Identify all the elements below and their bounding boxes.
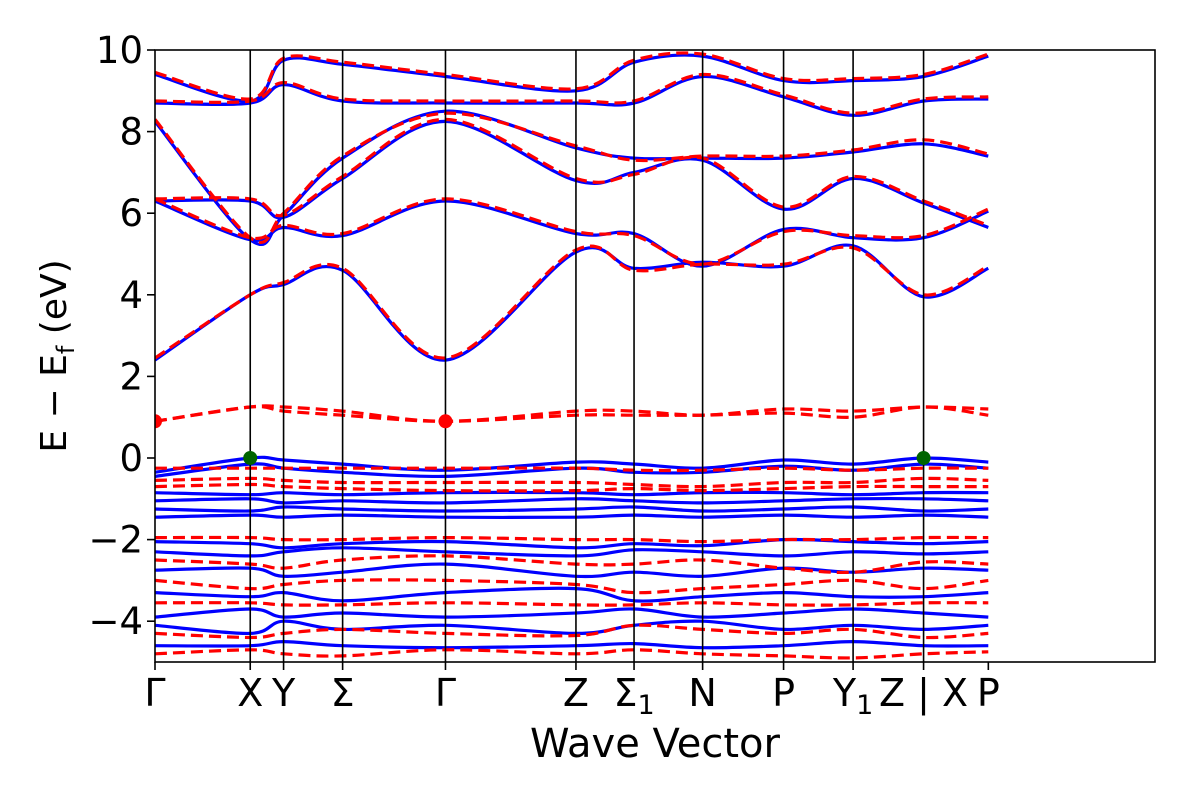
y-tick-label: 8 [119,111,143,154]
x-tick-label: P [772,671,795,715]
y-tick-label: 2 [119,355,143,398]
y-axis-ticks: −4 −2 0 2 4 6 8 10 [88,29,155,643]
x-tick-label: Γ [144,671,165,715]
extrema-markers [155,414,931,465]
dashed-band-line [155,578,989,595]
y-tick-label: 4 [119,274,143,317]
solid-band-line [155,119,989,229]
solid-band-line [155,586,989,603]
high-symmetry-lines [249,50,925,662]
y-tick-label: 10 [96,29,143,72]
solid-band-line [155,455,989,474]
solid-band-line [155,537,989,550]
dashed-band-line [155,482,989,493]
solid-band-line [155,513,989,520]
solid-band-line [155,505,989,513]
solid-band-line [155,607,989,619]
dashed-band-line [155,476,989,489]
dashed-band-line [155,601,989,607]
solid-band-line [155,639,989,650]
dashed-band-line [155,623,989,640]
x-tick-label: X [237,671,263,715]
y-axis-label: E − Ef (eV) [34,259,80,452]
y-axis-label-unit: (eV) [34,259,75,345]
solid-band-line [155,619,989,636]
x-tick-label: P [977,671,1000,715]
dashed-band-line [155,466,989,473]
y-axis-label-main: E − E [34,354,75,453]
x-tick-label: Y [271,671,296,715]
x-tick-label: Z | X [879,671,968,716]
x-tick-label: Z [563,671,589,715]
x-tick-label: Σ1 [613,671,654,721]
dashed-band-line [155,535,989,544]
dashed-band-line [155,117,989,227]
x-tick-label: N [688,671,716,715]
dashed-band-line [155,197,989,266]
extremum-marker [438,414,453,429]
solid-band-line [155,496,989,505]
dashed-band-line [155,244,990,360]
bands-layer [155,51,990,660]
extremum-marker [243,451,258,465]
solid-band-line [155,490,989,497]
extremum-marker [155,414,162,429]
x-tick-label: Γ [435,671,456,715]
dashed-band-line [155,648,989,660]
y-tick-label: 6 [119,192,143,235]
x-tick-label: Σ [331,671,355,715]
extremum-marker [916,451,931,465]
y-tick-label: 0 [119,437,143,480]
solid-band-line [155,562,989,579]
solid-band-line [155,243,990,362]
x-axis-label: Wave Vector [530,721,781,767]
y-tick-label: −4 [88,600,143,643]
dashed-band-line [155,405,989,423]
dashed-band-line [155,554,989,575]
solid-band-line [155,546,989,558]
y-axis-label-sub: f [52,345,80,354]
plot-frame [154,49,1156,663]
y-tick-label: −2 [88,519,143,562]
dashed-band-line [155,404,989,423]
x-tick-label: Y1 [832,671,873,721]
solid-band-line [155,199,989,268]
